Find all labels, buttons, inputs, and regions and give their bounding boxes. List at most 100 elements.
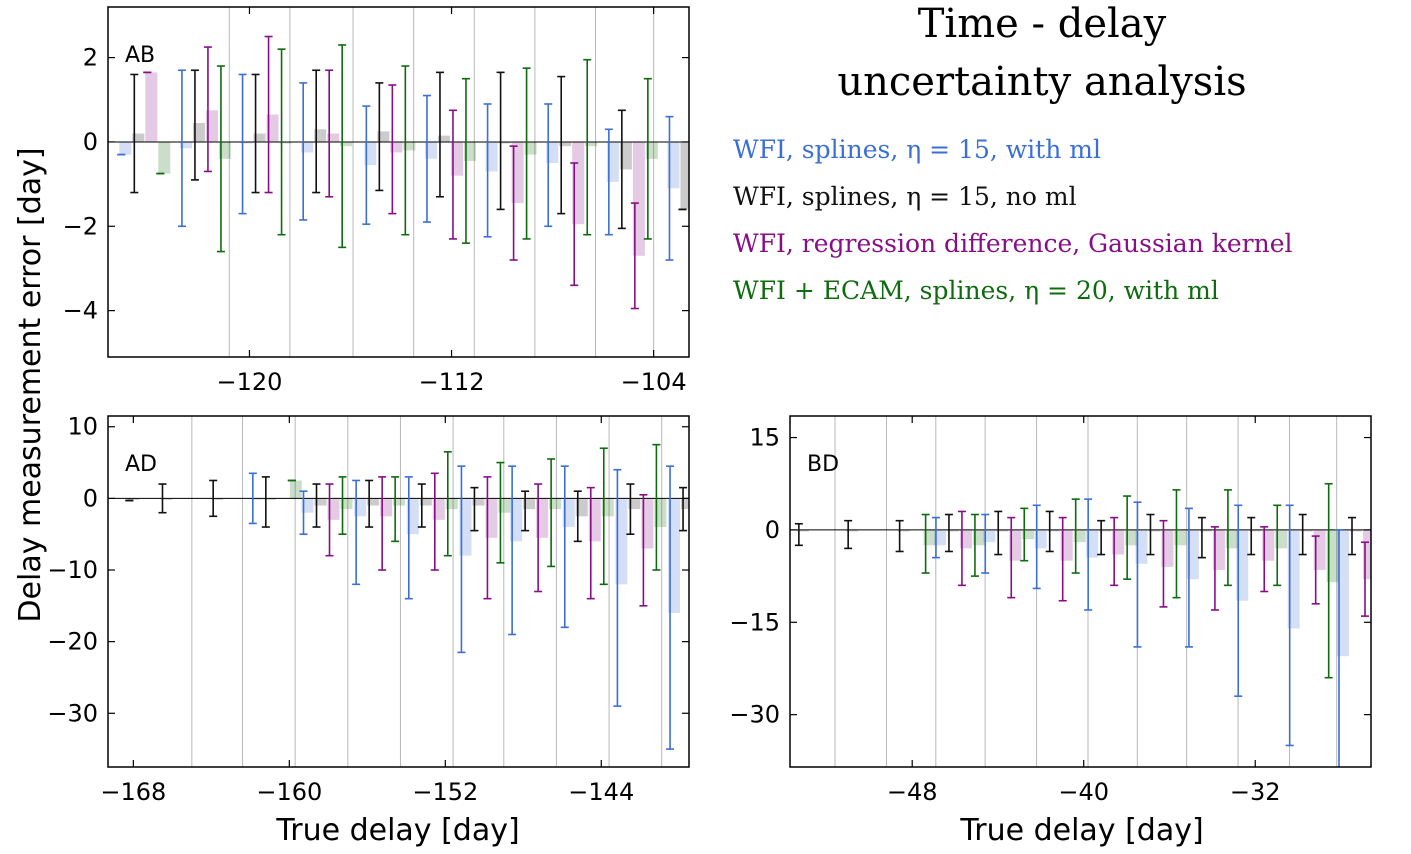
bar-green (1376, 530, 1388, 579)
bar-blue (301, 498, 314, 513)
bar-black (796, 529, 809, 532)
bar-blue (562, 498, 575, 528)
error-bar-blue (560, 465, 569, 629)
error-bar-blue (1133, 501, 1142, 648)
error-bar-green (522, 67, 531, 240)
error-bar-blue (177, 69, 186, 228)
error-bar-black (573, 490, 582, 543)
error-bar-green (391, 476, 400, 543)
error-bar-purple (448, 109, 457, 240)
panel-label: BD (807, 452, 839, 477)
bar-green (1326, 529, 1339, 583)
y-tick-label: −20 (47, 628, 98, 656)
bar-blue (240, 141, 253, 144)
bar-black (253, 133, 266, 142)
error-bar-blue (666, 465, 675, 750)
error-bar-green (443, 451, 452, 557)
error-bar-green (1273, 504, 1282, 587)
error-bar-black (521, 490, 530, 532)
legend-entry-purple: WFI, regression difference, Gaussian ker… (733, 229, 1293, 258)
y-tick-label: 0 (83, 484, 98, 512)
error-bar-purple (1159, 519, 1168, 608)
bar-black (498, 141, 511, 144)
bar-blue (606, 141, 619, 182)
error-bar-purple (325, 69, 334, 198)
y-tick-label: −4 (63, 297, 98, 325)
y-tick-label: −30 (47, 699, 98, 727)
error-bar-black (1045, 510, 1054, 553)
error-bar-purple (630, 202, 639, 310)
bar-green (403, 141, 416, 151)
bar-purple (266, 114, 279, 142)
bar-blue (1287, 529, 1300, 629)
bar-blue (1034, 529, 1047, 549)
error-bar-purple (388, 84, 397, 215)
error-bar-green (583, 58, 592, 236)
bar-black (314, 129, 327, 142)
y-tick-label: 15 (749, 424, 780, 452)
bar-green (706, 127, 718, 142)
error-bar-black (679, 486, 688, 532)
y-tick-label: 0 (83, 128, 98, 156)
y-tick-label: −10 (47, 556, 98, 584)
error-bar-black (626, 483, 635, 535)
x-axis-title-bd: True delay [day] (959, 813, 1203, 848)
bar-blue (424, 141, 437, 159)
error-bar-blue (299, 82, 308, 221)
error-bar-green (401, 65, 410, 236)
bar-black (523, 498, 536, 510)
bar-green (972, 529, 985, 546)
error-bar-black (251, 73, 260, 194)
error-bar-black (375, 82, 384, 192)
bar-blue (1236, 529, 1249, 601)
bar-blue (668, 498, 681, 613)
bar-black (132, 133, 145, 142)
error-bar-blue (483, 103, 492, 238)
bar-black (160, 498, 173, 500)
error-bar-blue (665, 115, 674, 261)
bar-purple (1009, 529, 1022, 561)
y-axis-title: Delay measurement error [day] (13, 147, 48, 622)
x-tick-label: −120 (216, 368, 282, 396)
error-bar-black (435, 71, 444, 198)
error-bar-green (338, 44, 347, 249)
bar-green (1225, 529, 1238, 549)
bar-purple (693, 142, 705, 266)
bar-green (923, 529, 936, 546)
error-bar-black (158, 483, 167, 514)
error-bar-black (1197, 516, 1206, 559)
bar-purple (632, 141, 645, 256)
bar-black (846, 529, 859, 532)
x-tick-label: −40 (1058, 778, 1109, 806)
error-bar-blue (544, 103, 553, 228)
bar-blue (615, 498, 628, 585)
x-tick-label: −112 (419, 368, 485, 396)
bar-blue (485, 141, 498, 172)
error-bar-purple (483, 476, 492, 600)
error-bar-purple (325, 483, 334, 557)
y-tick-label: 0 (765, 516, 780, 544)
panel-ad: 10 0 −10 −20 −30 −168 −160 −152 −144 AD (47, 413, 713, 806)
legend-entry-green: WFI + ECAM, splines, η = 20, with ml (733, 276, 1219, 305)
bar-black (996, 529, 1009, 532)
error-bar-blue (352, 479, 361, 586)
bar-purple (205, 110, 218, 142)
bar-blue (354, 498, 367, 517)
bar-black (681, 498, 689, 510)
x-tick-label: −144 (568, 778, 634, 806)
bar-blue (406, 498, 419, 535)
error-bar-green (705, 445, 713, 556)
bar-black (628, 498, 641, 510)
error-bar-black (895, 519, 904, 553)
bar-black (897, 529, 910, 532)
error-bar-blue (981, 513, 990, 574)
error-bar-green (652, 443, 661, 571)
error-bar-blue (299, 490, 308, 535)
error-bar-blue (1084, 498, 1093, 611)
bar-purple (1262, 529, 1275, 561)
error-bar-blue (404, 476, 413, 600)
bar-purple (641, 498, 654, 549)
error-bar-green (1223, 489, 1232, 587)
bar-blue (667, 141, 680, 189)
bar-green (1125, 529, 1138, 546)
